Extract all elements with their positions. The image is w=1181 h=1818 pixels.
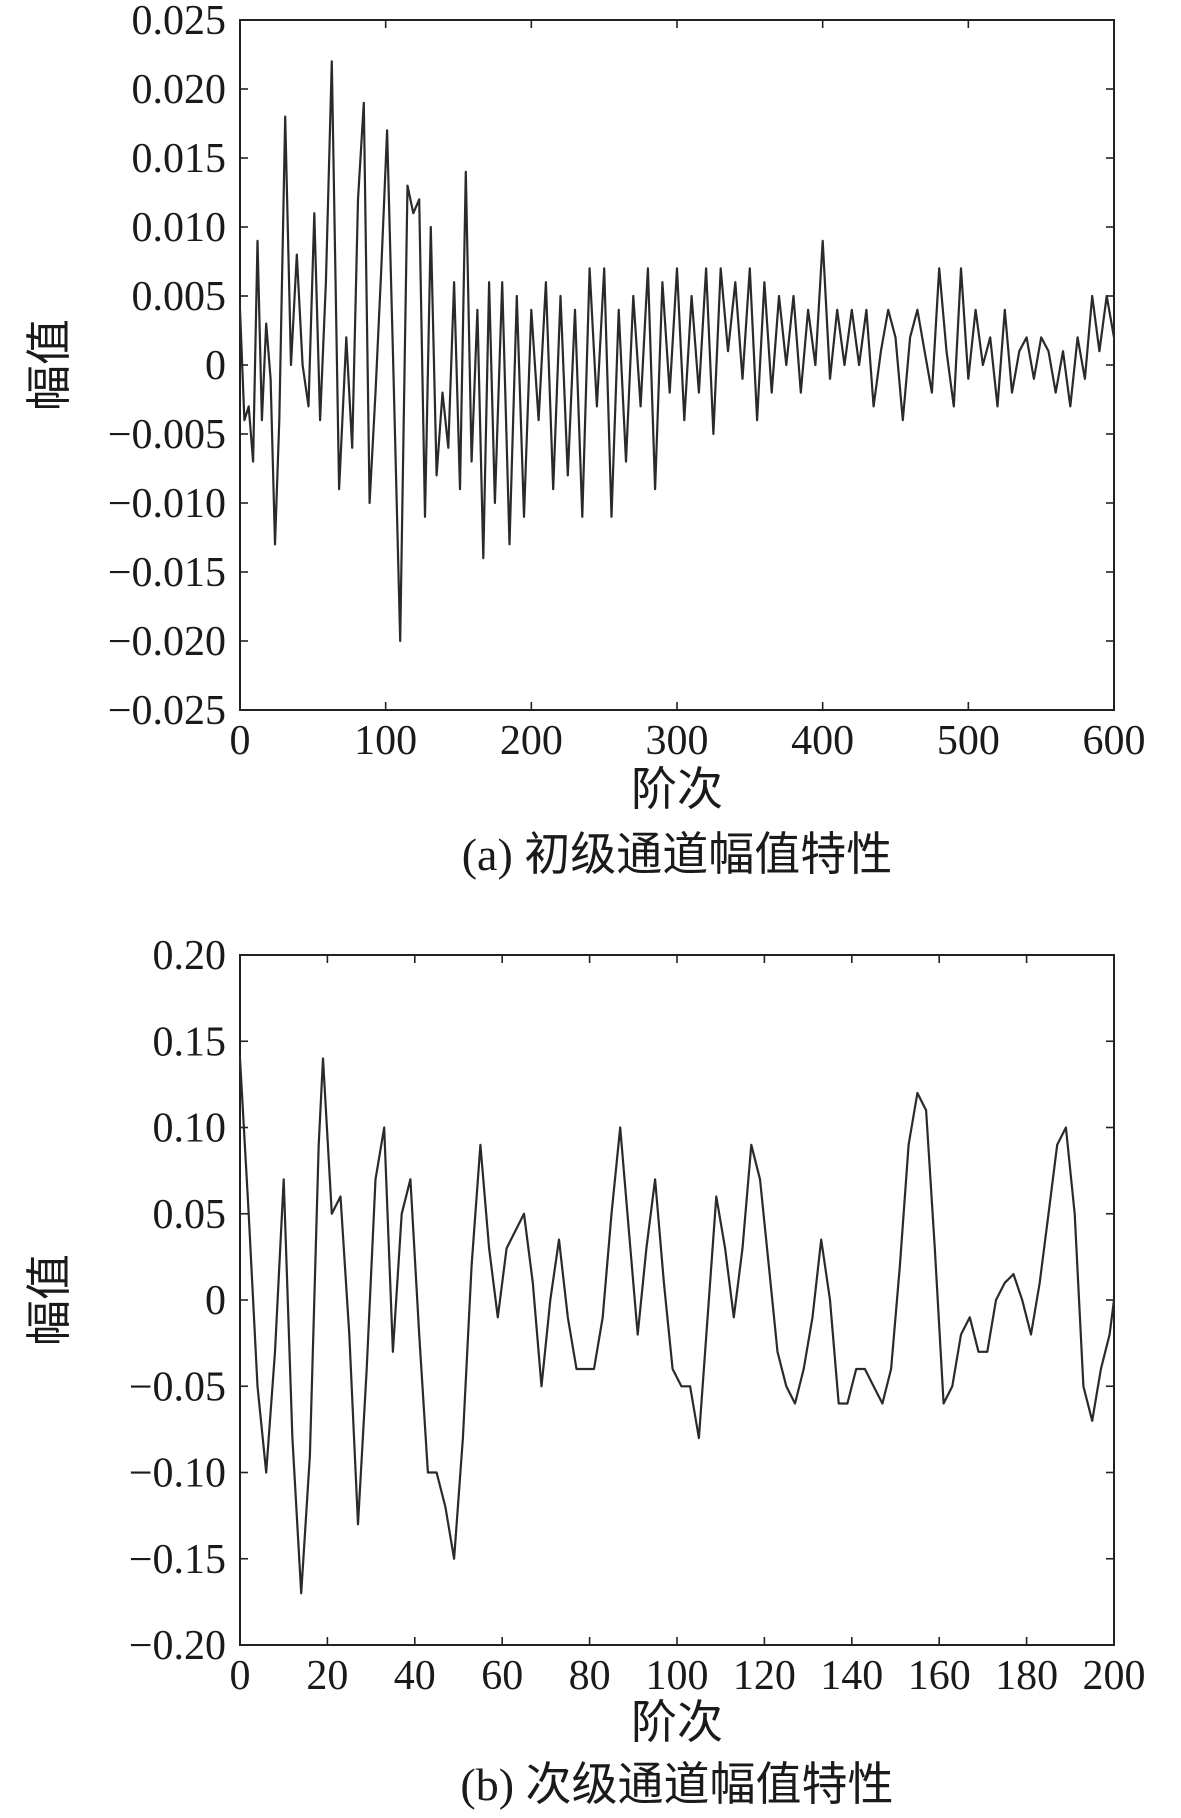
chart-a-y-tick-label: 0.025 <box>132 0 227 44</box>
chart-b-x-tick-label: 180 <box>995 1653 1058 1699</box>
chart-b-x-tick-label: 80 <box>569 1653 611 1699</box>
chart-b-y-tick-label: −0.05 <box>129 1364 226 1410</box>
chart-a-y-tick-label: −0.025 <box>108 688 226 734</box>
chart-b-x-tick-label: 0 <box>230 1653 251 1699</box>
chart-a-x-tick-label: 0 <box>230 718 251 764</box>
chart-a-x-tick-label: 200 <box>500 718 563 764</box>
chart-b-x-tick-label: 200 <box>1083 1653 1146 1699</box>
chart-a-y-tick-label: −0.020 <box>108 619 226 665</box>
chart-b-y-ticks: 0.20 0.15 0.10 0.05 0 −0.05 −0.10 −0.15 −0.20 <box>129 933 1114 1669</box>
chart-b-plot-frame <box>239 954 1115 1646</box>
chart-b-y-tick-label: 0 <box>205 1278 226 1324</box>
chart-a-caption: (a) 初级通道幅值特性 <box>462 829 893 880</box>
chart-b-y-tick-label: 0.15 <box>153 1019 227 1065</box>
chart-a-series-line <box>238 60 1116 643</box>
chart-a-x-ticks: 0 100 200 300 400 500 600 <box>230 20 1146 764</box>
chart-b-x-axis-label: 阶次 <box>631 1697 723 1748</box>
chart-a-x-tick-label: 400 <box>791 718 854 764</box>
chart-b-x-tick-label: 60 <box>481 1653 523 1699</box>
chart-b-series-line <box>238 1057 1116 1595</box>
chart-a-y-tick-label: −0.005 <box>108 412 226 458</box>
chart-b-x-tick-label: 100 <box>646 1653 709 1699</box>
chart-b-y-tick-label: 0.05 <box>153 1192 227 1238</box>
chart-a-x-tick-label: 300 <box>646 718 709 764</box>
chart-b-y-axis-label: 幅值 <box>24 1254 75 1346</box>
chart-a: 0 100 200 300 400 500 600 0.025 0.020 0.015 0.010… <box>24 0 1146 880</box>
chart-a-y-tick-label: 0.020 <box>132 67 227 113</box>
chart-b-x-tick-label: 120 <box>733 1653 796 1699</box>
chart-b-y-tick-label: 0.20 <box>153 933 227 979</box>
chart-b-x-tick-label: 140 <box>820 1653 883 1699</box>
chart-a-x-tick-label: 500 <box>937 718 1000 764</box>
chart-a-x-axis-label: 阶次 <box>631 764 723 815</box>
chart-b-y-tick-label: −0.10 <box>129 1451 226 1497</box>
chart-b-caption: (b) 次级通道幅值特性 <box>460 1759 893 1810</box>
chart-b-x-ticks: 0 20 40 60 80 100 120 140 160 180 200 <box>230 955 1146 1699</box>
chart-b-x-tick-label: 160 <box>908 1653 971 1699</box>
chart-b-y-tick-label: −0.20 <box>129 1623 226 1669</box>
chart-a-y-tick-label: 0.015 <box>132 136 227 182</box>
chart-a-x-tick-label: 100 <box>354 718 417 764</box>
chart-a-y-tick-label: 0.010 <box>132 205 227 251</box>
chart-a-y-ticks: 0.025 0.020 0.015 0.010 0.005 0 −0.005 −0.010 −0… <box>108 0 1114 734</box>
chart-a-y-tick-label: 0.005 <box>132 274 227 320</box>
chart-b-x-tick-label: 20 <box>306 1653 348 1699</box>
chart-a-y-tick-label: 0 <box>205 343 226 389</box>
chart-b-y-tick-label: 0.10 <box>153 1106 227 1152</box>
chart-a-y-tick-label: −0.010 <box>108 481 226 527</box>
chart-b-x-tick-label: 40 <box>394 1653 436 1699</box>
chart-b-y-tick-label: −0.15 <box>129 1537 226 1583</box>
chart-b: 0 20 40 60 80 100 120 140 160 180 200 0.20 0.15 0.10… <box>24 933 1146 1810</box>
chart-a-y-tick-label: −0.015 <box>108 550 226 596</box>
chart-a-x-tick-label: 600 <box>1083 718 1146 764</box>
chart-a-y-axis-label: 幅值 <box>24 319 75 411</box>
